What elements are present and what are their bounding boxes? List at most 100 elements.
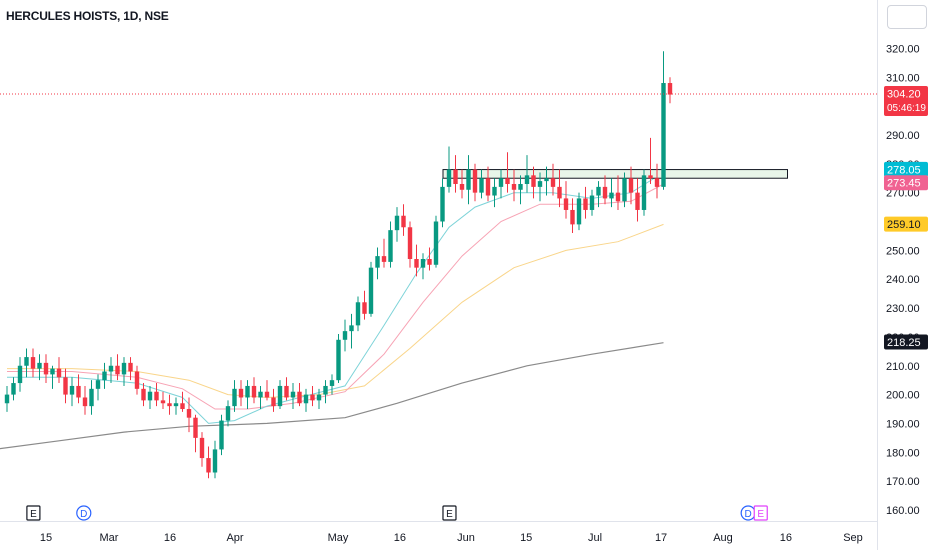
exchange-label: NSE xyxy=(144,9,169,23)
price-label-box xyxy=(884,161,928,177)
x-tick-label: Mar xyxy=(100,532,119,544)
symbol-name: HERCULES HOISTS xyxy=(6,9,118,23)
candle-body xyxy=(420,259,426,268)
candle-body xyxy=(433,221,439,265)
candle-body xyxy=(589,195,595,210)
candle-body xyxy=(238,388,244,398)
y-tick-label: 200.00 xyxy=(886,390,920,402)
candle-body xyxy=(394,215,400,231)
candle-body xyxy=(290,391,296,398)
candle-body xyxy=(212,449,218,473)
candle-body xyxy=(154,391,159,401)
chart-title: HERCULES HOISTS, 1D, NSE xyxy=(6,9,169,23)
candle-body xyxy=(355,302,361,326)
ema-fast-line xyxy=(7,172,664,424)
candle-body xyxy=(4,394,10,404)
earnings-marker xyxy=(26,505,41,521)
price-label-box xyxy=(884,216,928,232)
candle-body xyxy=(56,368,62,378)
x-tick-label: Jul xyxy=(588,532,602,544)
candle-body xyxy=(505,178,510,184)
candle-body xyxy=(427,259,432,265)
candle-body xyxy=(11,383,16,395)
candle-body xyxy=(277,385,283,407)
candle-body xyxy=(95,380,101,389)
x-tick-label: May xyxy=(328,532,349,544)
candle-body xyxy=(557,186,562,199)
y-tick-label: 180.00 xyxy=(886,447,920,459)
event-marker-label: D xyxy=(80,509,87,520)
y-tick-label: 310.00 xyxy=(886,72,920,84)
earnings-marker xyxy=(442,505,457,521)
candle-body xyxy=(173,403,179,407)
y-tick-label: 160.00 xyxy=(886,505,920,517)
candle-body xyxy=(596,186,601,196)
candle-body xyxy=(531,175,536,187)
price-label-text: 259.10 xyxy=(887,219,921,231)
price-label-text: 218.25 xyxy=(887,337,921,349)
candle-body xyxy=(69,385,75,395)
candle-body xyxy=(316,394,322,401)
candle-body xyxy=(485,178,491,196)
candle-body xyxy=(362,302,367,314)
candle-body xyxy=(37,362,42,369)
candle-body xyxy=(407,227,413,260)
candle-body xyxy=(453,169,458,184)
candle-body xyxy=(82,397,88,407)
y-tick-label: 210.00 xyxy=(886,361,920,373)
candle-body xyxy=(654,178,660,187)
candle-body xyxy=(537,181,543,187)
price-label-box xyxy=(884,175,928,191)
candle-body xyxy=(518,183,523,190)
candle-body xyxy=(414,259,419,268)
price-label-text: 278.05 xyxy=(887,164,921,176)
x-tick-label: Jun xyxy=(457,532,475,544)
candle-body xyxy=(63,377,68,395)
candle-body xyxy=(206,458,211,473)
interval-label: 1D xyxy=(123,9,139,23)
candle-body xyxy=(375,256,380,268)
candle-body xyxy=(602,186,608,199)
candle-body xyxy=(43,362,49,375)
x-tick-label: 17 xyxy=(655,532,667,544)
earnings-marker xyxy=(753,505,768,521)
candle-body xyxy=(459,183,465,190)
candle-body xyxy=(479,178,484,193)
candle-body xyxy=(160,400,166,404)
candle-body xyxy=(550,178,556,187)
candle-body xyxy=(544,178,549,182)
candle-body xyxy=(511,183,517,190)
y-tick-label: 190.00 xyxy=(886,418,920,430)
candle-body xyxy=(186,409,192,418)
x-tick-label: 15 xyxy=(40,532,52,544)
candle-body xyxy=(219,420,224,450)
candle-body xyxy=(635,192,640,210)
candle-body xyxy=(264,391,270,398)
candle-body xyxy=(134,371,140,389)
candle-body xyxy=(121,362,127,375)
y-tick-label: 320.00 xyxy=(886,43,920,55)
candle-body xyxy=(342,331,348,340)
chart-settings-button[interactable] xyxy=(887,5,927,29)
candle-body xyxy=(258,391,263,398)
candle-body xyxy=(583,198,588,210)
candle-body xyxy=(440,186,445,222)
x-tick-label: 15 xyxy=(520,532,532,544)
candle-body xyxy=(576,198,582,225)
price-label-box xyxy=(884,85,928,116)
candle-body xyxy=(492,186,497,196)
candle-body xyxy=(225,406,231,421)
price-label-countdown: 05:46:19 xyxy=(887,103,926,114)
candle-body xyxy=(563,198,569,210)
candle-body xyxy=(180,403,185,410)
candle-body xyxy=(141,388,146,401)
candle-body xyxy=(147,391,153,401)
candle-body xyxy=(271,397,276,407)
event-marker-label: E xyxy=(446,509,453,520)
candle-body xyxy=(17,365,23,384)
x-tick-label: Sep xyxy=(843,532,863,544)
candle-body xyxy=(336,339,341,381)
candle-body xyxy=(108,365,114,372)
candle-body xyxy=(50,368,55,375)
